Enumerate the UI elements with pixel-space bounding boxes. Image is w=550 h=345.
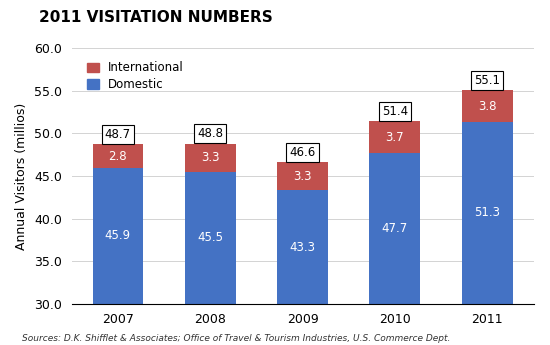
Text: 47.7: 47.7 [382,222,408,235]
Bar [277,162,328,190]
Text: 46.6: 46.6 [289,146,316,159]
Text: 2.8: 2.8 [108,150,127,163]
Bar [92,168,143,304]
Bar [92,145,143,168]
Bar [462,90,513,122]
Text: 55.1: 55.1 [474,73,500,87]
Text: 3.3: 3.3 [201,151,219,164]
Text: Sources: D.K. Shifflet & Associates; Office of Travel & Tourism Industries, U.S.: Sources: D.K. Shifflet & Associates; Off… [22,334,450,343]
Bar [277,190,328,304]
Text: 45.5: 45.5 [197,231,223,244]
Bar [370,121,420,153]
Text: 48.7: 48.7 [105,128,131,141]
Text: 3.7: 3.7 [386,131,404,144]
Text: 3.3: 3.3 [293,170,312,183]
Text: 51.4: 51.4 [382,105,408,118]
Bar [462,122,513,304]
Bar [370,153,420,304]
Text: 43.3: 43.3 [289,240,316,254]
Y-axis label: Annual Visitors (millios): Annual Visitors (millios) [15,102,28,249]
Text: 45.9: 45.9 [105,229,131,243]
Bar [185,172,235,304]
Text: 2011 VISITATION NUMBERS: 2011 VISITATION NUMBERS [39,10,272,25]
Text: 51.3: 51.3 [474,206,500,219]
Text: 48.8: 48.8 [197,127,223,140]
Legend: International, Domestic: International, Domestic [82,57,189,96]
Text: 3.8: 3.8 [478,100,496,113]
Bar [185,144,235,172]
